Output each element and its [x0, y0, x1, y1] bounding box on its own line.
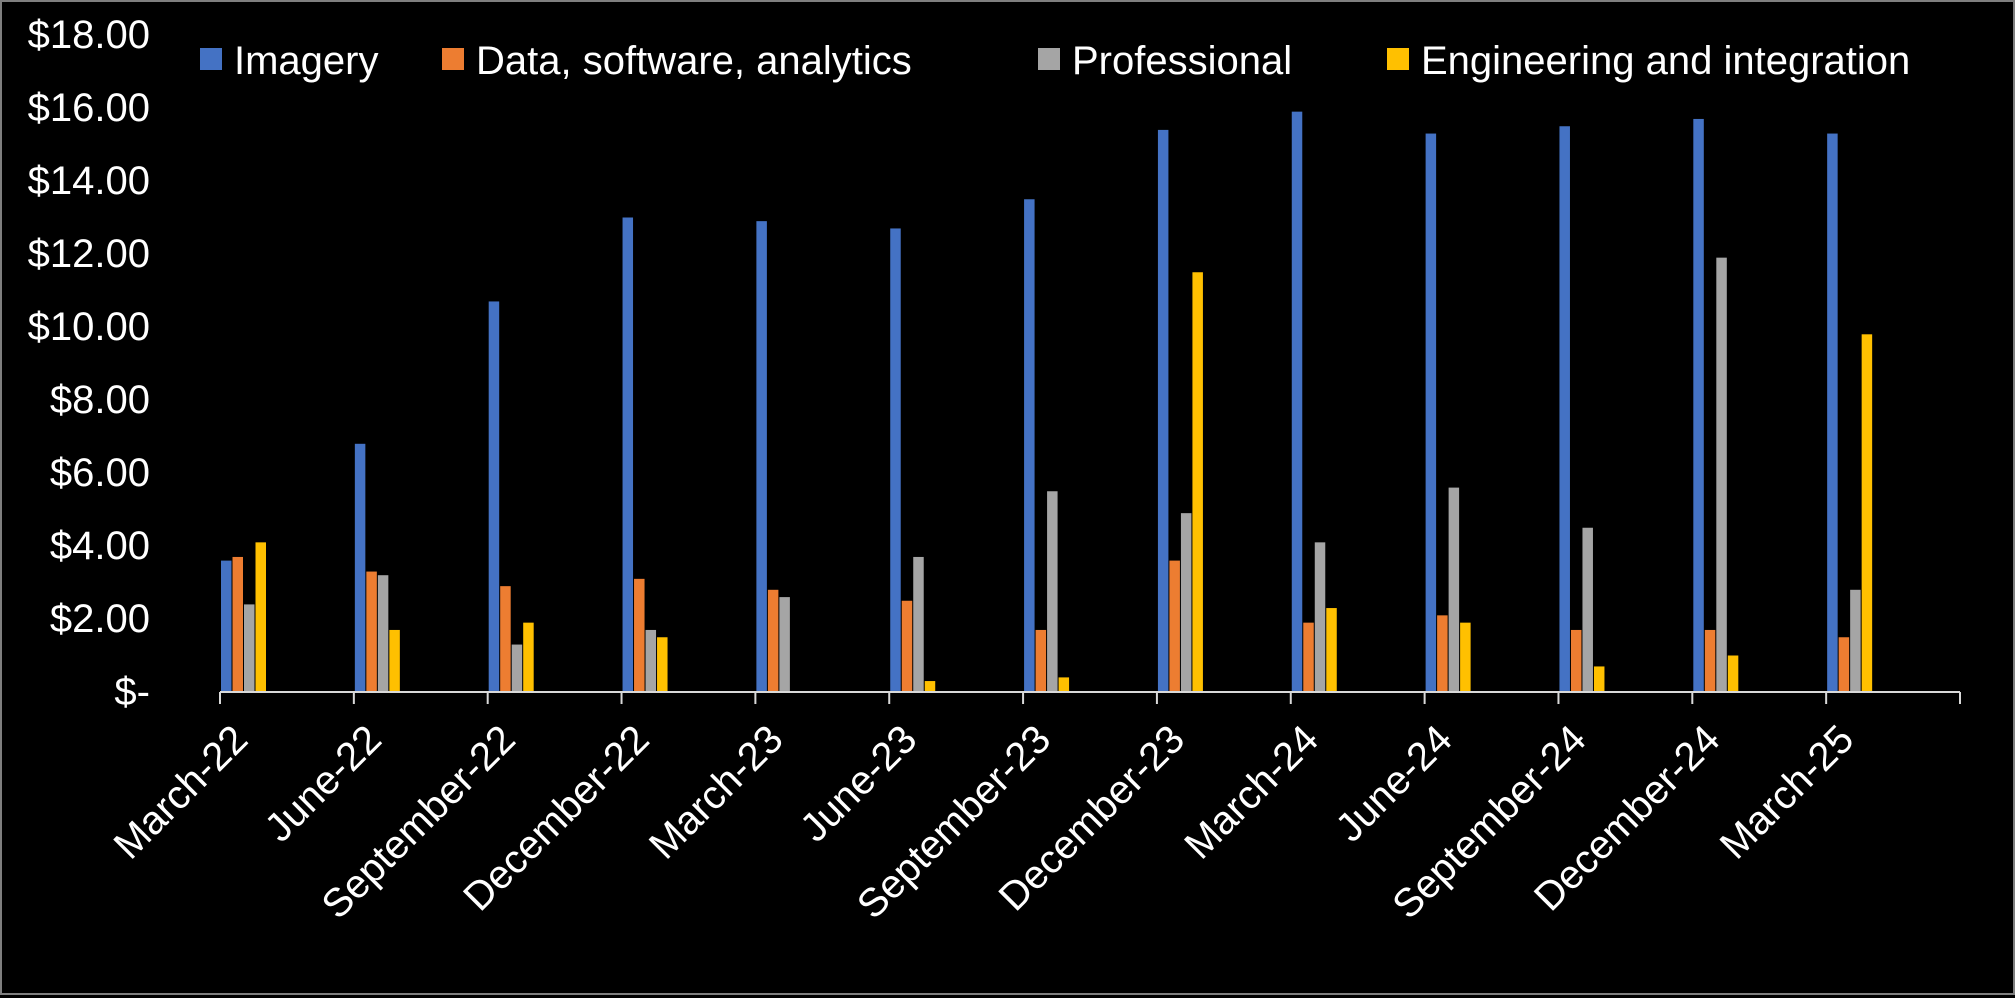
x-axis: March-22 June-22September-22December-22Ma… [106, 691, 1961, 927]
bar-data-software-analytics [901, 600, 913, 692]
legend-label: Professional [1072, 39, 1292, 83]
x-tick-label: June-24 [1327, 717, 1460, 850]
legend-label: Imagery [234, 39, 379, 83]
bar-engineering-and-integration [523, 622, 534, 692]
y-tick-label: $14.00 [28, 159, 150, 203]
x-tick-label: March-22 [106, 717, 257, 868]
y-tick-label: $10.00 [28, 305, 150, 349]
bar-imagery [890, 228, 901, 692]
legend-label: Data, software, analytics [476, 39, 912, 83]
legend: Imagery Data, software, analytics Professi… [200, 39, 1910, 83]
bar-imagery [1425, 133, 1437, 693]
legend-label: Engineering and integration [1421, 39, 1910, 83]
y-tick-label: $- [114, 670, 150, 714]
bar-imagery [1291, 111, 1303, 692]
y-tick-label: $6.00 [50, 451, 150, 495]
bar-data-software-analytics [1838, 637, 1850, 692]
bar-professional [1448, 487, 1460, 692]
bar-engineering-and-integration [1192, 272, 1203, 692]
bar-imagery [354, 443, 366, 692]
y-tick-label: $16.00 [28, 86, 150, 130]
bar-data-software-analytics [1570, 629, 1582, 692]
bar-imagery [1693, 118, 1704, 692]
bar-professional [1716, 257, 1727, 692]
bar-engineering-and-integration [1326, 608, 1337, 692]
x-tick-label: June-23 [792, 717, 925, 850]
legend-swatch [1387, 48, 1409, 70]
bar-engineering-and-integration [1460, 622, 1471, 692]
bar-data-software-analytics [1169, 560, 1180, 692]
bar-professional [1850, 589, 1861, 692]
bar-professional [645, 629, 657, 692]
bar-data-software-analytics [232, 556, 243, 692]
bar-imagery [488, 301, 500, 692]
bar-professional [1047, 491, 1058, 692]
y-tick-label: $12.00 [28, 232, 150, 276]
bar-data-software-analytics [1303, 622, 1314, 692]
x-tick-label: March-23 [641, 717, 792, 868]
bar-data-software-analytics [1437, 615, 1448, 692]
bars [221, 111, 1873, 693]
legend-swatch [1038, 48, 1060, 70]
bar-engineering-and-integration [389, 629, 400, 692]
y-tick-label: $2.00 [50, 597, 150, 641]
bar-engineering-and-integration [1861, 334, 1873, 692]
y-axis: $- $2.00 $4.00 $6.00 $8.00 $10.00 $12.00 $14.00… [28, 13, 150, 714]
bar-data-software-analytics [366, 571, 377, 692]
bar-professional [1314, 542, 1326, 692]
bar-engineering-and-integration [255, 542, 266, 692]
bar-engineering-and-integration [924, 681, 936, 692]
bar-data-software-analytics [500, 586, 511, 692]
legend-swatch [442, 48, 464, 70]
bar-imagery [221, 560, 232, 692]
bar-engineering-and-integration [1727, 655, 1739, 692]
bar-professional [779, 597, 790, 692]
legend-swatch [200, 48, 222, 70]
y-tick-label: $8.00 [50, 378, 150, 422]
bar-data-software-analytics [1035, 629, 1047, 692]
bar-professional [244, 604, 255, 692]
x-tick-label: March-24 [1176, 717, 1327, 868]
bar-professional [1180, 513, 1192, 692]
x-tick-label: March-25 [1712, 717, 1863, 868]
bar-engineering-and-integration [657, 637, 668, 692]
bar-professional [377, 575, 389, 692]
bar-imagery [1157, 129, 1169, 692]
bar-professional [1582, 527, 1593, 692]
bar-data-software-analytics [634, 578, 645, 692]
bar-imagery [1559, 126, 1570, 692]
bar-professional [511, 644, 523, 692]
y-tick-label: $18.00 [28, 13, 150, 57]
y-tick-label: $4.00 [50, 524, 150, 568]
bar-engineering-and-integration [1593, 666, 1605, 692]
x-tick-label: June-22 [257, 717, 390, 850]
bar-imagery [1827, 133, 1838, 693]
bar-data-software-analytics [767, 589, 779, 692]
bar-professional [913, 556, 924, 692]
bar-data-software-analytics [1704, 629, 1716, 692]
bar-imagery [756, 221, 767, 692]
bar-engineering-and-integration [1058, 677, 1070, 692]
bar-imagery [622, 217, 634, 692]
bar-imagery [1024, 199, 1035, 692]
